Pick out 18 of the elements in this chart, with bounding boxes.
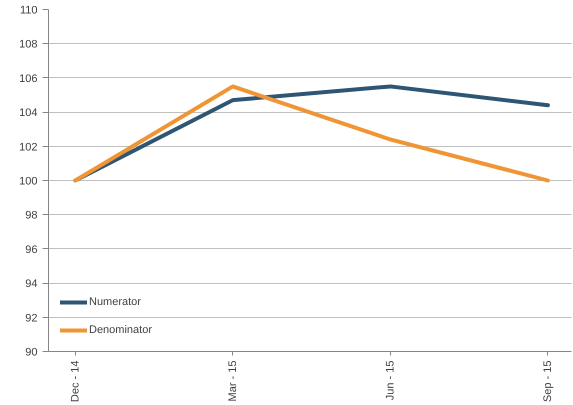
y-tick-label: 90 (25, 346, 38, 358)
y-tick-label: 94 (25, 278, 38, 290)
legend-label: Numerator (89, 295, 141, 310)
y-tick-label: 108 (19, 38, 38, 51)
x-tick-label: Jun - 15 (384, 360, 396, 400)
y-tick-label: 98 (25, 210, 38, 222)
y-tick-label: 96 (25, 244, 38, 256)
legend-label: Denominator (89, 323, 152, 338)
x-tick-label: Mar - 15 (226, 360, 239, 402)
y-tick-label: 106 (19, 72, 38, 85)
y-tick-label: 92 (25, 312, 38, 324)
y-tick-label: 100 (19, 176, 38, 188)
x-tick-label: Sep - 15 (542, 360, 554, 402)
y-tick-label: 104 (19, 107, 38, 120)
line-series (73, 84, 550, 182)
x-tick-label: Dec - 14 (69, 360, 82, 402)
y-tick-label: 110 (20, 4, 38, 16)
y-tick-label: 102 (19, 141, 38, 154)
